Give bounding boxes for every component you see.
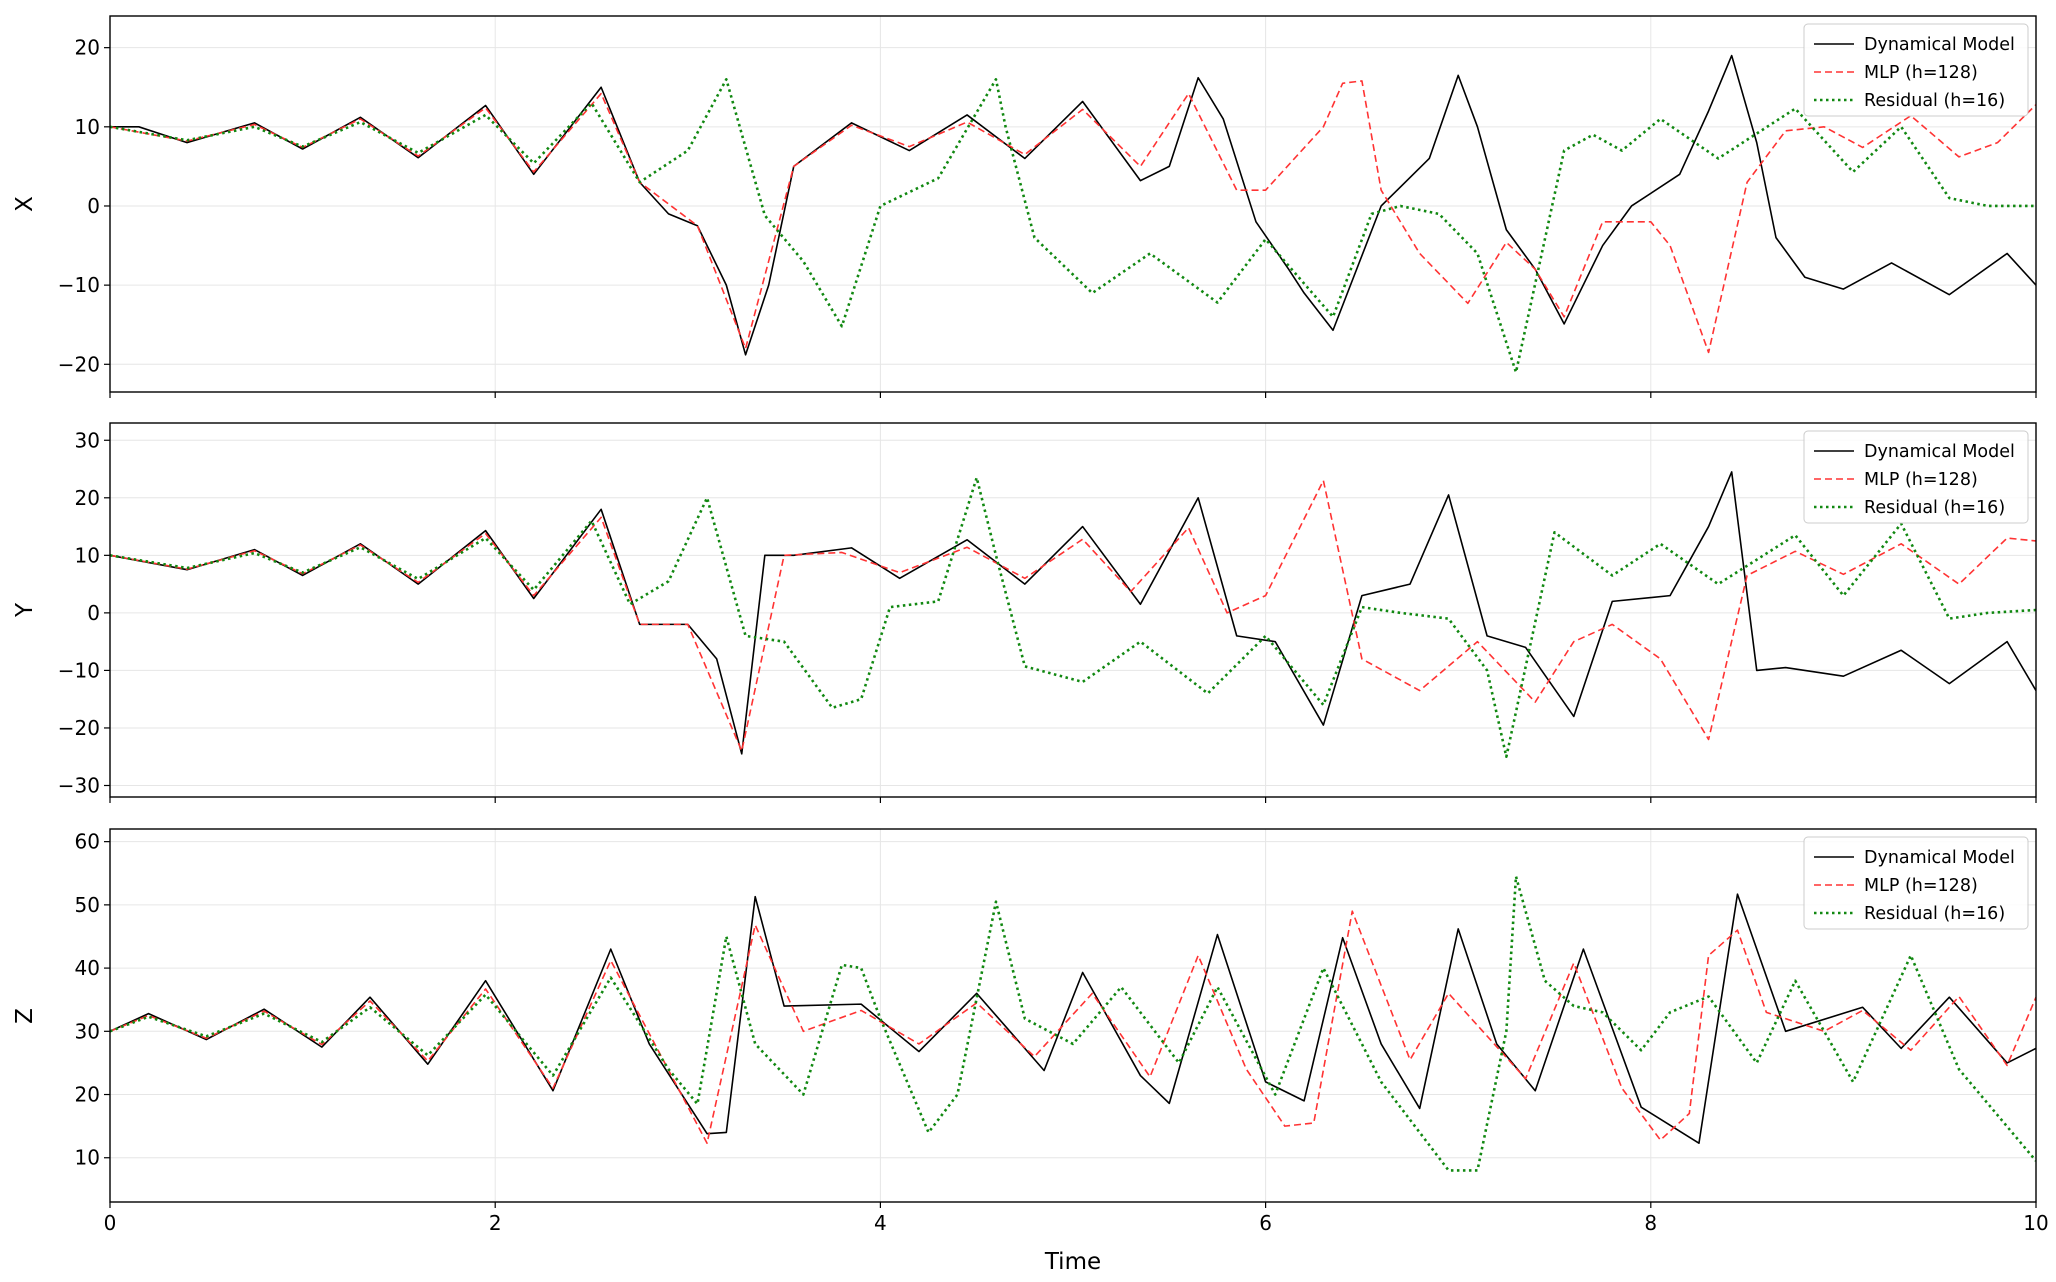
- ytick-label-y-4: 10: [75, 543, 100, 567]
- ticks-x: −20 −10 0 10 20: [58, 36, 2037, 398]
- ytick-label-x-3: 10: [75, 115, 100, 139]
- ytick-label-z-2: 30: [75, 1019, 100, 1043]
- ytick-label-z-4: 50: [75, 893, 100, 917]
- legend-label-residual-x: Residual (h=16): [1864, 91, 2005, 111]
- series-line-mlp-y: [110, 479, 2036, 752]
- series-line-mlp-x: [110, 80, 2036, 354]
- ytick-label-y-2: −10: [58, 658, 100, 682]
- ytick-label-y-1: −20: [58, 716, 100, 740]
- subplot-z: 10 20 30 40 50 60 0 2 4 6 8 10 Z Dynamical Model MLP…: [12, 828, 2049, 1235]
- xtick-label-3: 6: [1259, 1211, 1272, 1235]
- legend-label-model-y: Dynamical Model: [1864, 442, 2015, 462]
- legend-y: Dynamical Model MLP (h=128) Residual (h=16…: [1803, 430, 2029, 524]
- xtick-label-4: 8: [1644, 1211, 1657, 1235]
- legend-box-x: [1803, 23, 2029, 117]
- legend-label-residual-z: Residual (h=16): [1864, 904, 2005, 924]
- axes-frame-x: [109, 15, 2037, 393]
- legend-box-z: [1803, 836, 2029, 930]
- ylabel-y: Y: [12, 602, 38, 618]
- xtick-label-0: 0: [104, 1211, 117, 1235]
- legend-box-y: [1803, 430, 2029, 524]
- ytick-label-z-3: 40: [75, 956, 100, 980]
- series-line-model-y: [110, 471, 2036, 755]
- legend-label-model-z: Dynamical Model: [1864, 848, 2015, 868]
- ytick-label-x-1: −10: [58, 273, 100, 297]
- series-line-residual-x: [110, 78, 2036, 374]
- xtick-label-2: 4: [874, 1211, 887, 1235]
- xlabel: Time: [1044, 1249, 1101, 1275]
- series-z: [110, 875, 2036, 1172]
- legend-x: Dynamical Model MLP (h=128) Residual (h=16…: [1803, 23, 2029, 117]
- series-line-model-z: [110, 893, 2036, 1145]
- axes-frame-z: [109, 828, 2037, 1203]
- legend-label-mlp-y: MLP (h=128): [1864, 470, 1978, 490]
- subplot-x: −20 −10 0 10 20 X Dynamical Model MLP (h=128)…: [12, 15, 2037, 398]
- ytick-label-x-0: −20: [58, 352, 100, 376]
- ytick-label-z-0: 10: [75, 1146, 100, 1170]
- xtick-label-1: 2: [489, 1211, 502, 1235]
- ytick-label-y-0: −30: [58, 773, 100, 797]
- ylabel-x: X: [12, 196, 38, 212]
- legend-label-mlp-x: MLP (h=128): [1864, 63, 1978, 83]
- series-line-model-x: [110, 54, 2036, 356]
- grid-y: [109, 423, 2037, 797]
- grid-x: [109, 16, 2037, 392]
- subplot-y: −30 −20 −10 0 10 20 30 Y Dynamical Model MLP (h…: [12, 422, 2037, 803]
- axes-frame-y: [109, 422, 2037, 798]
- series-x: [110, 54, 2036, 374]
- ytick-label-z-1: 20: [75, 1083, 100, 1107]
- xtick-label-5: 10: [2023, 1211, 2048, 1235]
- grid-z: [109, 829, 2037, 1202]
- series-y: [110, 471, 2036, 759]
- legend-z: Dynamical Model MLP (h=128) Residual (h=16…: [1803, 836, 2029, 930]
- ytick-label-y-5: 20: [75, 486, 100, 510]
- ytick-label-y-6: 30: [75, 428, 100, 452]
- legend-label-mlp-z: MLP (h=128): [1864, 876, 1978, 896]
- legend-label-model-x: Dynamical Model: [1864, 35, 2015, 55]
- ytick-label-x-4: 20: [75, 36, 100, 60]
- series-line-mlp-z: [110, 910, 2036, 1145]
- series-line-residual-z: [110, 875, 2036, 1172]
- ytick-label-y-3: 0: [87, 601, 100, 625]
- ylabel-z: Z: [12, 1008, 38, 1024]
- ytick-label-x-2: 0: [87, 194, 100, 218]
- ticks-y: −30 −20 −10 0 10 20 30: [58, 428, 2037, 803]
- ytick-label-z-5: 60: [75, 830, 100, 854]
- legend-label-residual-y: Residual (h=16): [1864, 498, 2005, 518]
- series-line-residual-y: [110, 476, 2036, 759]
- ticks-z: 10 20 30 40 50 60 0 2 4 6 8 10: [75, 830, 2049, 1235]
